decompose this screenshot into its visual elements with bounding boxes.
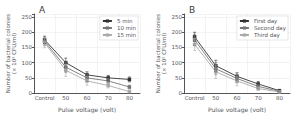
- svg-text:50: 50: [175, 75, 182, 81]
- svg-text:Control: Control: [185, 95, 205, 101]
- svg-text:150: 150: [172, 44, 183, 50]
- svg-text:Pulse voltage (volt): Pulse voltage (volt): [58, 106, 116, 114]
- svg-text:80: 80: [126, 95, 133, 101]
- svg-text:15 min: 15 min: [117, 32, 137, 38]
- svg-text:250: 250: [22, 14, 33, 20]
- svg-text:50: 50: [212, 95, 219, 101]
- svg-text:B: B: [189, 5, 195, 15]
- svg-text:80: 80: [276, 95, 283, 101]
- svg-text:First day: First day: [254, 18, 278, 25]
- svg-text:(× 10² CFU/ml): (× 10² CFU/ml): [161, 33, 167, 74]
- svg-text:100: 100: [22, 60, 33, 66]
- svg-text:60: 60: [84, 95, 91, 101]
- svg-text:50: 50: [62, 95, 69, 101]
- svg-text:200: 200: [172, 29, 183, 35]
- svg-text:70: 70: [105, 95, 112, 101]
- svg-text:Number of bacterial colonies: Number of bacterial colonies: [155, 14, 161, 93]
- svg-text:Third day: Third day: [253, 32, 281, 39]
- svg-text:Second day: Second day: [254, 25, 287, 32]
- svg-text:(× 10² CFU/ml): (× 10² CFU/ml): [11, 33, 17, 74]
- svg-text:0: 0: [29, 90, 33, 96]
- svg-text:A: A: [39, 5, 46, 15]
- svg-text:200: 200: [22, 29, 33, 35]
- svg-text:0: 0: [179, 90, 183, 96]
- svg-text:60: 60: [234, 95, 241, 101]
- svg-text:250: 250: [172, 14, 183, 20]
- svg-text:5 min: 5 min: [117, 18, 133, 24]
- svg-text:Number of bacterial colonies: Number of bacterial colonies: [5, 14, 11, 93]
- svg-text:70: 70: [255, 95, 262, 101]
- svg-text:150: 150: [22, 44, 33, 50]
- svg-text:Control: Control: [35, 95, 55, 101]
- svg-text:10 min: 10 min: [117, 25, 137, 31]
- svg-text:100: 100: [172, 60, 183, 66]
- svg-text:50: 50: [25, 75, 32, 81]
- svg-text:Pulse voltage (volt): Pulse voltage (volt): [208, 106, 266, 114]
